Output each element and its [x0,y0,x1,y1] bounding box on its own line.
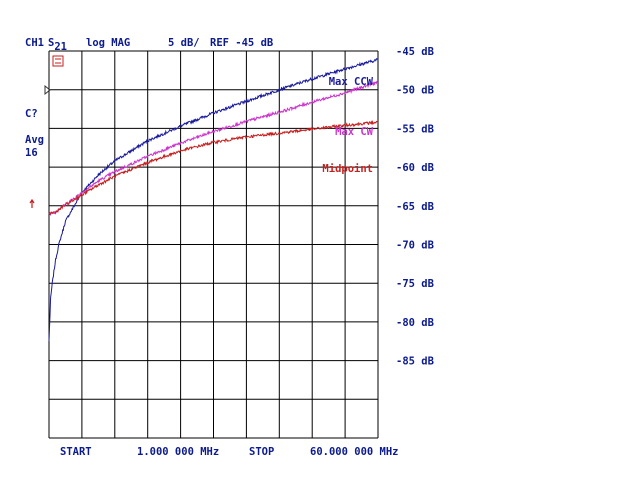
y-tick-label: -65 dB [396,201,434,213]
y-tick-label: -60 dB [396,162,434,174]
trace-legend: Max CCW Max CW Midpoint [322,76,373,175]
stop-frequency: 60.000 000 MHz [310,446,399,458]
y-tick-labels: -45 dB -50 dB -55 dB -60 dB -65 dB -70 dB -75 … [396,46,434,368]
channel-label: CH1 [25,37,44,49]
y-tick-label: -50 dB [396,85,434,97]
trace-max-ccw [48,58,379,342]
reference-label: REF -45 dB [210,37,274,49]
legend-label: Max CCW [329,76,374,88]
y-tick-label: -45 dB [396,46,434,58]
y-tick-label: -70 dB [396,240,434,252]
averaging-count: 16 [25,147,38,159]
y-tick-label: -80 dB [396,317,434,329]
plot-traces [48,58,379,342]
legend-label: Midpoint [322,163,373,175]
marker-box-icon [52,55,64,67]
y-tick-label: -75 dB [396,278,434,290]
legend-label: Max CW [335,126,374,138]
trace-midpoint [48,120,379,215]
start-label: START [60,446,92,458]
calibration-status: C? [25,108,38,120]
trace-max-cw [48,80,379,217]
reference-pointer-icon [29,198,35,208]
stop-label: STOP [249,446,275,458]
parameter-subscript: 21 [54,41,67,53]
format-label: log MAG [86,37,131,49]
parameter-label: S21 [48,37,67,53]
averaging-label: Avg [25,134,44,146]
y-tick-label: -55 dB [396,123,434,135]
y-tick-label: -85 dB [396,356,434,368]
scale-label: 5 dB/ [168,37,200,49]
reference-arrow-icon [44,84,51,96]
start-frequency: 1.000 000 MHz [137,446,220,458]
parameter-name: S [48,37,55,49]
plot-grid [48,50,379,439]
